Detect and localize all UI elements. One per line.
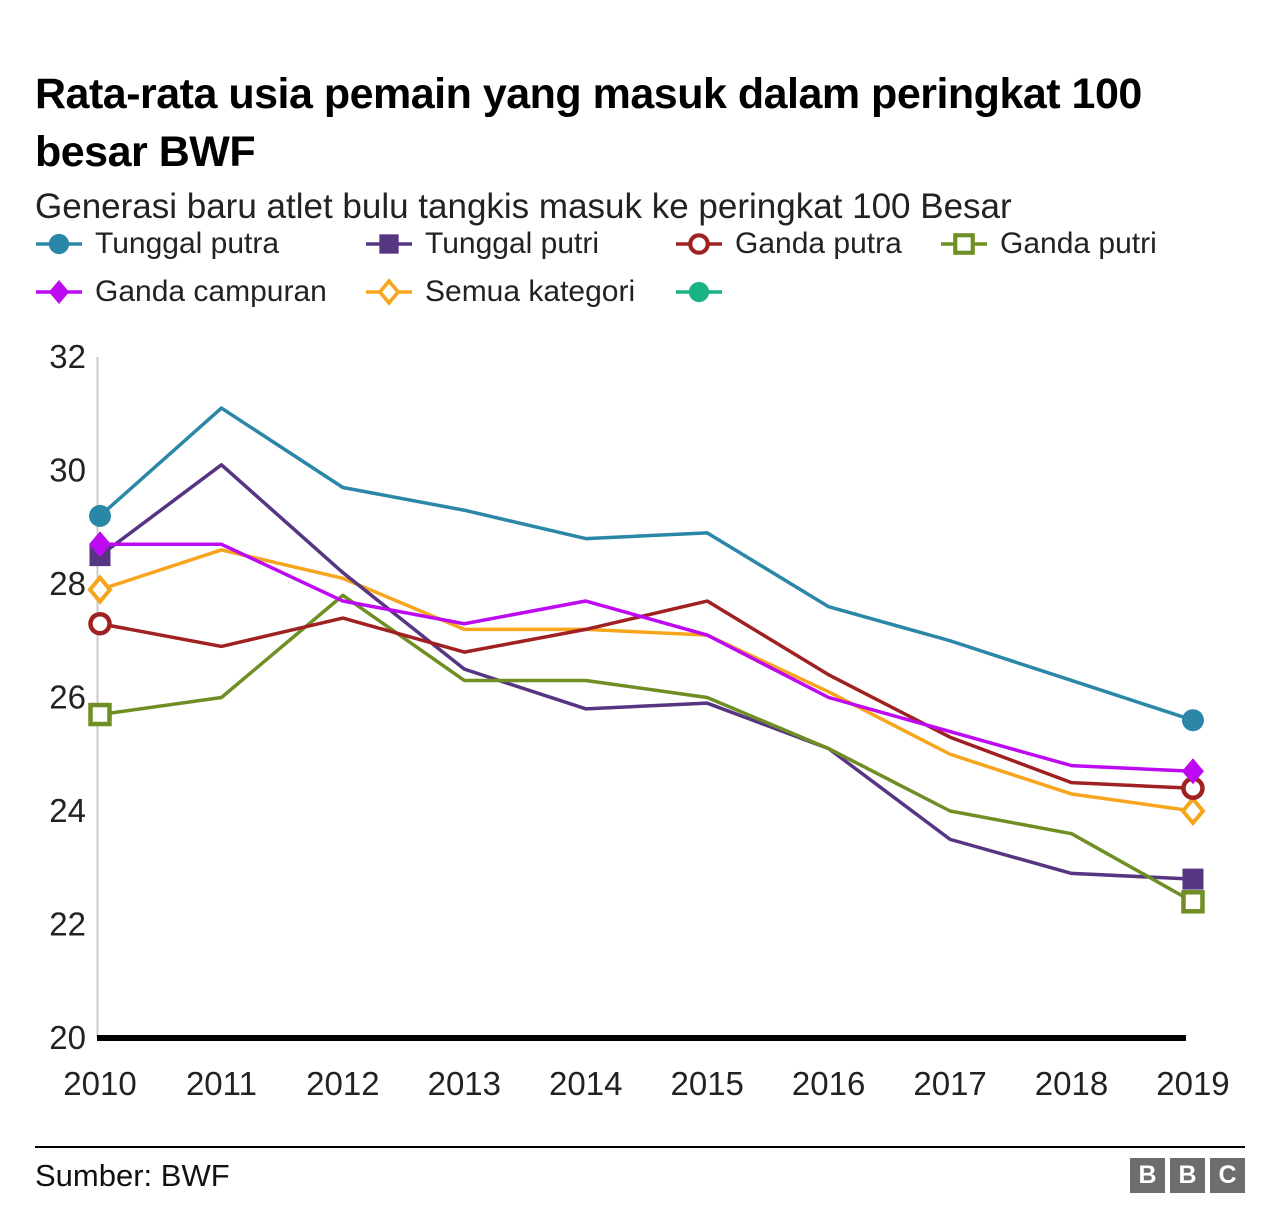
y-tick-label: 30: [49, 452, 86, 489]
bbc-logo-letter: C: [1210, 1158, 1245, 1193]
legend-marker-icon: [676, 233, 722, 255]
legend-label: Ganda putra: [735, 227, 902, 260]
bbc-logo-letter: B: [1170, 1158, 1205, 1193]
x-tick-label: 2017: [913, 1065, 986, 1102]
x-tick-label: 2010: [63, 1065, 136, 1102]
page-title: Rata-rata usia pemain yang masuk dalam p…: [35, 69, 1142, 177]
legend: Tunggal putra Tunggal putri Ganda putra Gan…: [35, 224, 1250, 312]
legend-marker-icon: [676, 281, 722, 303]
y-tick-label: 26: [49, 679, 86, 716]
legend-label: Tunggal putra: [95, 227, 280, 260]
series-line: [100, 542, 1194, 774]
y-tick-label: 28: [49, 565, 86, 602]
x-tick-label: 2016: [792, 1065, 865, 1102]
x-tick-label: 2019: [1156, 1065, 1229, 1102]
series-line: [99, 599, 1194, 791]
legend-item-ganda-campuran: Ganda campuran: [35, 272, 365, 312]
y-tick-label: 32: [49, 338, 86, 375]
page-subtitle: Generasi baru atlet bulu tangkis masuk k…: [35, 187, 1012, 226]
legend-marker-icon: [36, 233, 82, 255]
legend-item-ganda-putra: Ganda putra: [675, 224, 940, 264]
legend-label: Ganda putri: [1000, 227, 1157, 260]
x-tick-label: 2014: [549, 1065, 622, 1102]
legend-item-semua-kategori: Semua kategori: [365, 272, 675, 312]
y-tick-label: 20: [49, 1019, 86, 1056]
legend-label: Tunggal putri: [425, 227, 599, 260]
legend-item-tunggal-putri: Tunggal putri: [365, 224, 675, 264]
bbc-logo: B B C: [1130, 1158, 1245, 1193]
y-tick-label: 24: [49, 792, 86, 829]
legend-marker-icon: [36, 280, 82, 304]
legend-item-tunggal-putra: Tunggal putra: [35, 224, 365, 264]
legend-marker-icon: [941, 233, 987, 255]
x-tick-label: 2015: [670, 1065, 743, 1102]
x-tick-label: 2013: [428, 1065, 501, 1102]
x-tick-label: 2012: [306, 1065, 379, 1102]
legend-marker-icon: [366, 278, 412, 306]
legend-label: Semua kategori: [425, 275, 636, 308]
series-line: [99, 593, 1194, 904]
x-tick-label: 2018: [1035, 1065, 1108, 1102]
x-tick-label: 2011: [186, 1065, 257, 1102]
footer-divider: [35, 1146, 1245, 1148]
source-note: Sumber: BWF: [35, 1158, 230, 1193]
legend-item-ganda-putri: Ganda putri: [940, 224, 1170, 264]
legend-item: [675, 272, 940, 312]
y-tick-label: 22: [49, 906, 86, 943]
series-line: [98, 463, 1194, 881]
bbc-logo-letter: B: [1130, 1158, 1165, 1193]
series-line: [99, 548, 1194, 813]
legend-label: Ganda campuran: [95, 275, 327, 308]
legend-marker-icon: [366, 234, 412, 254]
series-line: [98, 406, 1194, 722]
